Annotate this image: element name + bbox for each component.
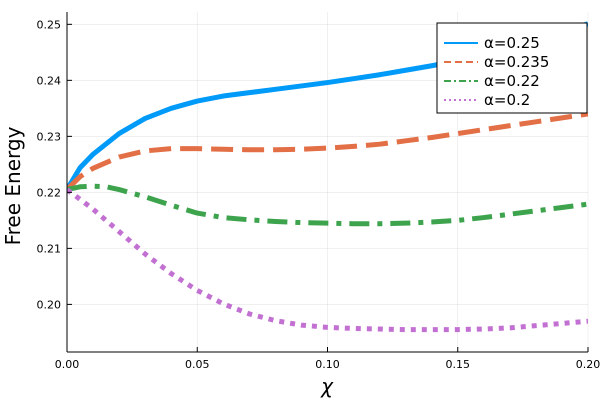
x-tick-label: 0.05 [185, 358, 210, 371]
x-tick-label: 0.10 [315, 358, 340, 371]
y-tick-label: 0.25 [37, 18, 62, 31]
y-axis-label: Free Energy [1, 126, 25, 245]
y-tick-label: 0.23 [37, 130, 62, 143]
legend-label-4: α=0.2 [484, 91, 530, 109]
y-tick-label: 0.20 [37, 298, 62, 311]
y-tick-label: 0.22 [37, 186, 62, 199]
legend-label-3: α=0.22 [484, 72, 540, 90]
x-tick-label: 0.15 [446, 358, 471, 371]
series-line-2 [67, 111, 588, 192]
legend-label-1: α=0.25 [484, 34, 540, 52]
series-line-4 [67, 187, 588, 333]
x-tick-label: 0.20 [576, 358, 600, 371]
y-tick-label: 0.21 [37, 242, 62, 255]
series-line-3 [67, 183, 588, 227]
legend-box [436, 22, 588, 114]
y-tick-label: 0.24 [37, 74, 62, 87]
ticks: 0.00 0.05 0.10 0.15 0.20 0.20 0.21 0.22 0.23 0.24… [37, 18, 600, 371]
x-axis-label: χ [320, 374, 334, 398]
legend-label-2: α=0.235 [484, 53, 549, 71]
x-tick-label: 0.00 [55, 358, 80, 371]
